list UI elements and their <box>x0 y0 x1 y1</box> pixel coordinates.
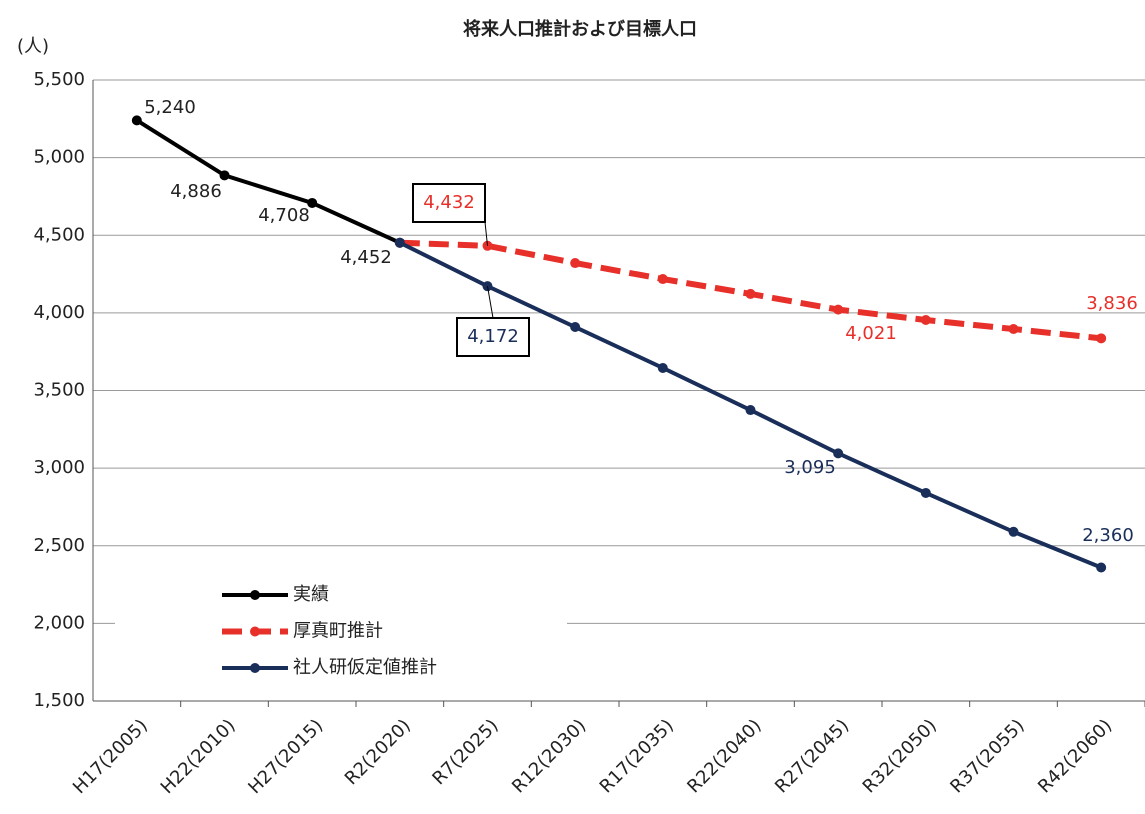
legend-marker <box>250 626 260 637</box>
chart-title: 将来人口推計および目標人口 <box>463 18 697 40</box>
marker <box>394 237 405 248</box>
x-tick-label: R42(2060) <box>1034 715 1116 797</box>
y-tick-label: 4,000 <box>33 302 85 323</box>
data-label: 4,172 <box>467 326 519 347</box>
y-tick-label: 3,500 <box>33 380 85 401</box>
data-label: 4,452 <box>340 247 392 268</box>
data-label: 4,708 <box>258 205 310 226</box>
leader-line <box>487 286 494 319</box>
x-tick-label: H22(2010) <box>157 715 240 798</box>
data-label: 5,240 <box>144 97 196 118</box>
marker <box>833 448 844 459</box>
x-tick-label: R12(2030) <box>508 715 590 797</box>
marker <box>131 115 142 126</box>
data-label: 4,886 <box>170 181 222 202</box>
label-box <box>412 183 486 223</box>
x-tick-label: R32(2050) <box>859 715 941 797</box>
data-label: 3,836 <box>1086 293 1138 314</box>
marker <box>219 170 230 181</box>
y-tick-label: 5,000 <box>33 147 85 168</box>
y-tick-label: 3,000 <box>33 457 85 478</box>
legend-marker <box>250 663 260 673</box>
x-tick-label: R17(2035) <box>596 715 678 797</box>
leader-line <box>484 221 488 246</box>
marker <box>657 274 668 285</box>
legend-label: 厚真町推計 <box>293 621 383 642</box>
series-line <box>135 118 401 245</box>
marker <box>745 405 756 416</box>
marker <box>920 315 931 326</box>
y-tick-label: 2,500 <box>33 535 85 556</box>
x-tick-label: R27(2045) <box>771 715 853 797</box>
legend-marker <box>250 590 260 600</box>
data-label: 2,360 <box>1082 525 1134 546</box>
marker <box>920 487 931 498</box>
marker <box>570 322 581 333</box>
data-label: 3,095 <box>784 457 836 478</box>
x-tick-label: R22(2040) <box>683 715 765 797</box>
y-tick-label: 4,500 <box>33 224 85 245</box>
marker <box>1008 526 1019 537</box>
data-label: 4,432 <box>423 192 475 213</box>
marker <box>307 197 318 208</box>
x-tick-label: R7(2025) <box>428 715 502 789</box>
x-tick-label: R2(2020) <box>341 715 415 789</box>
y-tick-label: 1,500 <box>33 690 85 711</box>
y-unit: (人) <box>17 36 49 57</box>
legend-box <box>115 572 567 692</box>
marker <box>1096 333 1107 344</box>
marker <box>657 362 668 373</box>
marker <box>745 288 756 299</box>
y-tick-label: 5,500 <box>33 69 85 90</box>
marker <box>1096 562 1107 573</box>
label-box <box>456 317 530 357</box>
data-label: 4,021 <box>845 323 897 344</box>
marker <box>1008 324 1019 335</box>
x-tick-label: H17(2005) <box>69 715 152 798</box>
marker <box>833 304 844 315</box>
x-tick-label: H27(2015) <box>244 715 327 798</box>
x-tick-label: R37(2055) <box>946 715 1028 797</box>
legend-label: 社人研仮定値推計 <box>293 657 437 678</box>
legend-label: 実績 <box>293 584 329 605</box>
marker <box>570 258 581 269</box>
y-tick-label: 2,000 <box>33 612 85 633</box>
